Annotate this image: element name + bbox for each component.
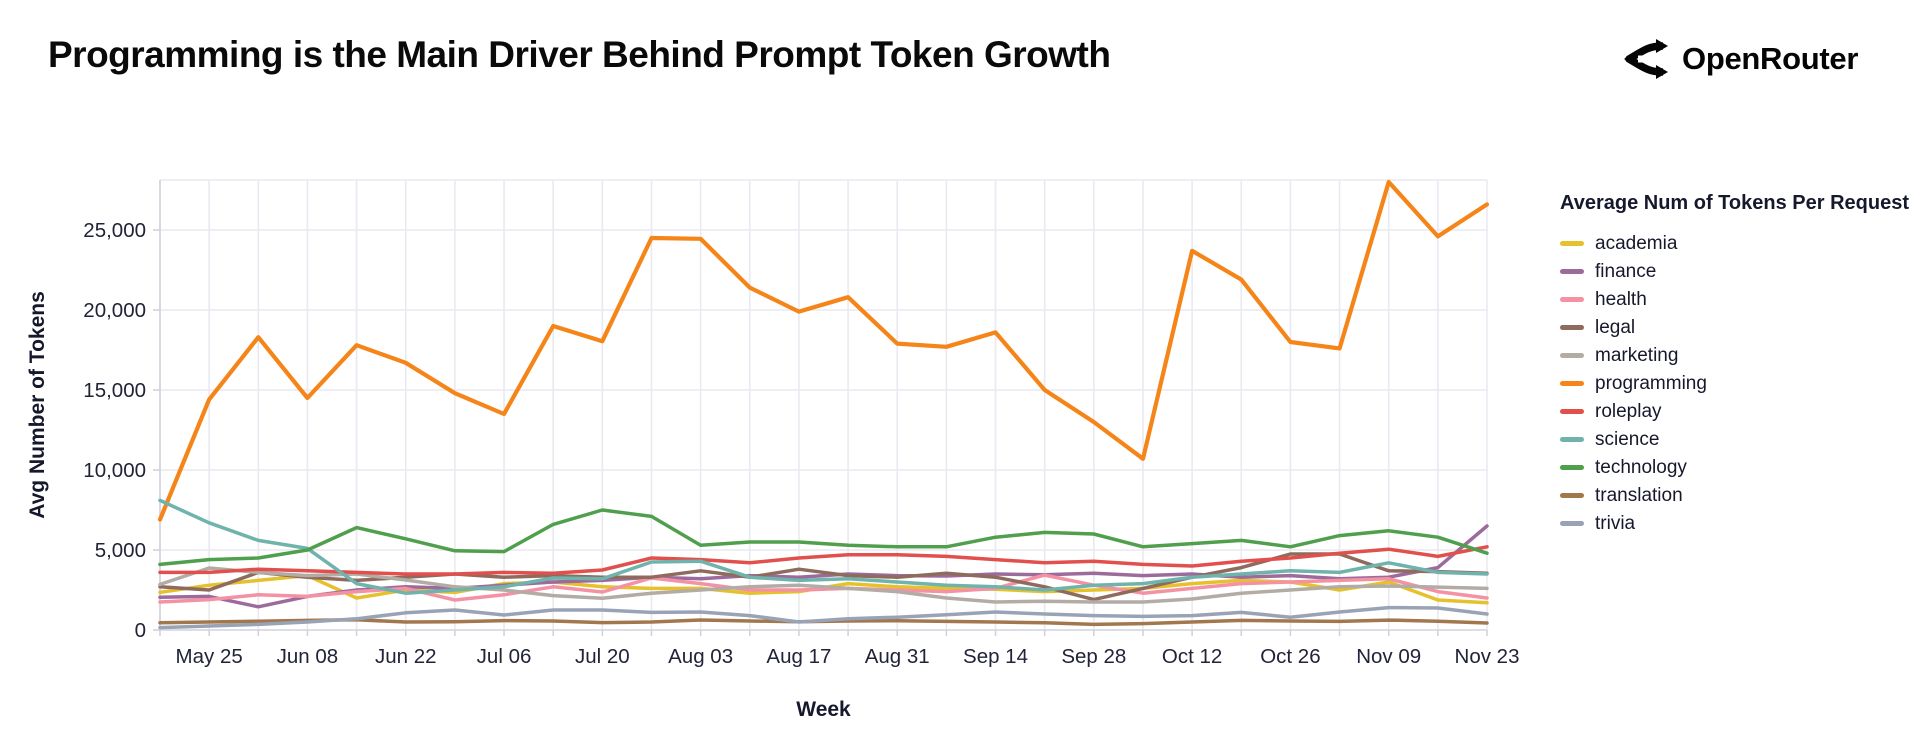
y-tick-label: 5,000 <box>95 539 146 562</box>
gridlines <box>159 179 1488 630</box>
axes <box>153 180 1488 636</box>
legend-swatch <box>1560 324 1584 330</box>
legend-item-label: health <box>1595 288 1647 310</box>
legend-item-label: legal <box>1595 316 1636 338</box>
legend-item-marketing: marketing <box>1560 341 1920 369</box>
legend-swatch <box>1560 240 1584 246</box>
legend-item-science: science <box>1560 425 1920 453</box>
y-axis-title: Avg Number of Tokens <box>26 291 49 519</box>
series-lines <box>157 179 1490 630</box>
legend-item-technology: technology <box>1560 453 1920 481</box>
y-tick-label: 0 <box>135 619 146 642</box>
legend-swatch <box>1560 268 1584 274</box>
legend-item-roleplay: roleplay <box>1560 397 1920 425</box>
legend-item-label: marketing <box>1595 344 1679 366</box>
legend-title: Average Num of Tokens Per Request <box>1560 192 1909 214</box>
y-tick-label: 20,000 <box>83 299 146 322</box>
x-axis-title: Week <box>796 698 851 721</box>
legend-item-label: programming <box>1595 372 1707 394</box>
legend-item-academia: academia <box>1560 229 1920 257</box>
legend-swatch <box>1560 408 1584 414</box>
legend-items: academia finance health legal marketing progr… <box>1560 229 1920 537</box>
legend-swatch <box>1560 352 1584 358</box>
series-line-technology <box>158 508 1489 567</box>
x-axis-tick-labels: May 25 Jun 08 Jun 22 Jul 06 Jul 20 Aug 03 Aug … <box>176 645 1520 668</box>
legend-item-label: technology <box>1595 456 1687 478</box>
y-tick-label: 10,000 <box>83 459 146 482</box>
legend-item-label: trivia <box>1595 512 1636 534</box>
y-tick-label: 25,000 <box>83 219 146 242</box>
series-line-finance <box>158 524 1489 609</box>
x-tick-label: Nov 23 <box>1455 645 1520 668</box>
series-line-programming <box>157 179 1490 522</box>
legend-item-translation: translation <box>1560 481 1920 509</box>
series-line-marketing <box>158 566 1489 604</box>
x-tick-label: Jun 22 <box>375 645 437 668</box>
y-axis-tick-labels: 0 5,000 10,000 15,000 20,000 25,000 <box>83 219 146 642</box>
series-line-science <box>158 498 1489 595</box>
legend-swatch <box>1560 436 1584 442</box>
openrouter-logo-icon <box>1624 39 1668 79</box>
legend-swatch <box>1560 380 1584 386</box>
legend-item-label: science <box>1595 428 1660 450</box>
series-line-roleplay <box>158 545 1489 576</box>
legend-swatch <box>1560 464 1584 470</box>
legend-item-finance: finance <box>1560 257 1920 285</box>
x-tick-label: Aug 17 <box>766 645 831 668</box>
legend-item-label: academia <box>1595 232 1678 254</box>
legend-item-programming: programming <box>1560 369 1920 397</box>
legend-swatch <box>1560 520 1584 526</box>
legend-item-legal: legal <box>1560 313 1920 341</box>
x-tick-label: Oct 12 <box>1162 645 1222 668</box>
x-tick-label: Jun 08 <box>277 645 339 668</box>
x-tick-label: Oct 26 <box>1260 645 1320 668</box>
y-tick-label: 15,000 <box>83 379 146 402</box>
x-tick-label: May 25 <box>176 645 243 668</box>
series-line-trivia <box>158 605 1489 630</box>
x-tick-label: Jul 06 <box>477 645 532 668</box>
x-tick-label: Aug 03 <box>668 645 733 668</box>
x-tick-label: Jul 20 <box>575 645 630 668</box>
legend-item-health: health <box>1560 285 1920 313</box>
x-tick-label: Nov 09 <box>1356 645 1421 668</box>
brand-name: OpenRouter <box>1682 41 1859 76</box>
legend-item-label: finance <box>1595 260 1657 282</box>
x-tick-label: Sep 14 <box>963 645 1028 668</box>
openrouter-brand: OpenRouter <box>1622 32 1858 86</box>
legend-item-label: roleplay <box>1595 400 1662 422</box>
legend-item-trivia: trivia <box>1560 509 1920 537</box>
x-tick-label: Aug 31 <box>865 645 930 668</box>
legend-swatch <box>1560 492 1584 498</box>
page-title: Programming is the Main Driver Behind Pr… <box>48 34 1111 75</box>
legend-item-label: translation <box>1595 484 1683 506</box>
legend: Average Num of Tokens Per Request academ… <box>1560 192 1920 537</box>
x-tick-label: Sep 28 <box>1061 645 1126 668</box>
legend-swatch <box>1560 296 1584 302</box>
